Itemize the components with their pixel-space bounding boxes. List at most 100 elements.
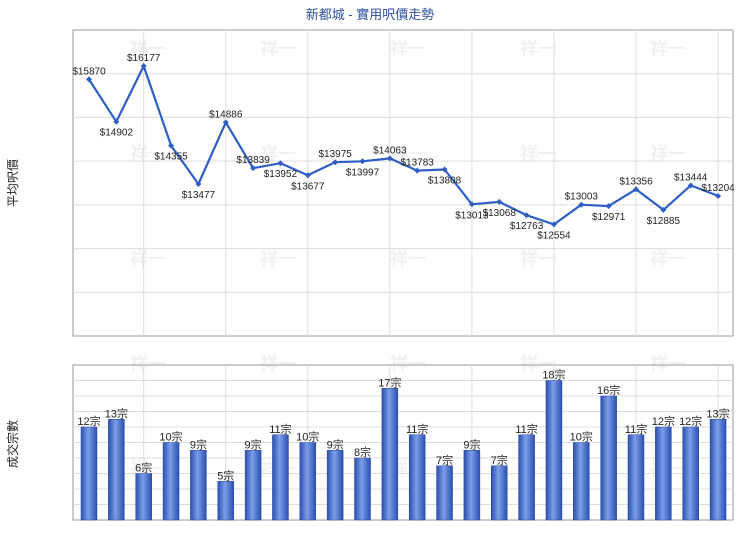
bar-layer	[80, 380, 727, 521]
count-bar-label: 13宗	[706, 406, 729, 420]
watermark-text: 祥一	[520, 143, 556, 164]
count-bar-label: 10宗	[159, 430, 182, 444]
count-bar-label: 10宗	[570, 430, 593, 444]
count-bar	[518, 434, 535, 521]
count-bar	[600, 395, 617, 521]
price-point	[715, 192, 722, 199]
price-data-label: $16177	[127, 53, 161, 64]
watermark-text: 祥一	[260, 353, 296, 374]
price-data-label: $13444	[674, 172, 708, 183]
watermark-text: 祥一	[130, 248, 166, 269]
watermark-text: 祥一	[650, 248, 686, 269]
price-point	[550, 221, 557, 228]
count-bar	[272, 434, 289, 521]
count-bar-label: 12宗	[679, 414, 702, 428]
price-data-label: $14063	[373, 145, 407, 156]
count-bar	[682, 426, 699, 521]
price-data-label: $13952	[264, 169, 298, 180]
price-point	[332, 159, 339, 166]
price-point	[468, 201, 475, 208]
watermark-text: 祥一	[650, 38, 686, 59]
count-bar-label: 6宗	[135, 461, 152, 475]
count-bar	[573, 442, 590, 521]
count-bar-label: 9宗	[245, 437, 262, 451]
count-bar	[326, 450, 344, 521]
price-point	[605, 203, 612, 210]
count-bar	[135, 473, 152, 521]
count-bar-label: 17宗	[378, 375, 401, 389]
price-point	[277, 160, 284, 167]
price-point	[222, 119, 229, 126]
price-data-label: $13003	[565, 192, 599, 203]
count-bar-label: 18宗	[542, 368, 565, 382]
price-data-label: $13013	[455, 210, 489, 221]
count-bar-label: 8宗	[354, 445, 371, 459]
price-point	[633, 186, 639, 193]
count-bar-label: 16宗	[597, 383, 620, 397]
count-bar	[299, 442, 317, 521]
count-bar-label: 9宗	[190, 437, 207, 451]
watermark-text: 祥一	[260, 248, 296, 269]
price-point	[660, 206, 667, 213]
count-bar	[190, 450, 207, 521]
count-bar-label: 12宗	[77, 414, 100, 428]
price-plot-frame	[72, 29, 734, 337]
count-bar	[491, 465, 508, 521]
watermark-text: 祥一	[130, 353, 166, 374]
watermark-text: 祥一	[390, 38, 426, 59]
count-bar-label: 11宗	[269, 422, 291, 436]
price-data-label: $12885	[647, 216, 681, 227]
label-layer: 12宗 13宗 6宗 10宗 9宗 5宗 9宗 11宗 10宗 9宗 8宗 17宗 11宗 7宗 9宗 7宗 1…	[72, 53, 735, 482]
watermark-text: 祥一	[520, 248, 556, 269]
price-data-label: $13068	[483, 208, 517, 219]
count-bar-label: 11宗	[406, 422, 428, 436]
price-data-label: $13839	[236, 155, 270, 166]
count-bar-label: 5宗	[217, 468, 234, 482]
price-data-label: $12971	[592, 212, 626, 223]
price-point	[140, 62, 147, 69]
count-bar-label: 12宗	[652, 414, 675, 428]
count-bar	[108, 419, 125, 521]
count-bar	[463, 450, 481, 521]
watermark-text: 祥一	[260, 38, 296, 59]
price-point	[86, 76, 92, 83]
price-data-label: $13997	[346, 167, 380, 178]
count-bar	[162, 442, 180, 521]
price-data-label: $15870	[72, 66, 106, 77]
price-point	[195, 181, 202, 188]
count-bar-label: 10宗	[296, 430, 319, 444]
count-bar	[627, 434, 645, 521]
count-bar	[244, 450, 262, 521]
price-data-label: $12554	[537, 230, 571, 241]
count-bar	[408, 434, 426, 521]
price-point	[168, 142, 175, 149]
watermark-text: 祥一	[260, 143, 296, 164]
count-bar-label: 7宗	[491, 453, 508, 467]
price-axis-label: 平均呎價	[6, 159, 20, 207]
price-data-label: $14902	[100, 128, 134, 139]
price-data-label: $13975	[318, 149, 352, 160]
count-bar	[217, 481, 234, 521]
count-bar-label: 11宗	[625, 422, 647, 436]
price-point	[304, 172, 311, 179]
count-axis-label: 成交宗數	[5, 420, 20, 468]
price-point	[578, 201, 585, 208]
price-data-label: $14355	[154, 152, 188, 163]
count-bar	[354, 457, 371, 521]
count-bar-label: 9宗	[327, 437, 344, 451]
price-point	[359, 158, 366, 165]
watermark-text: 祥一	[650, 353, 686, 374]
watermark-text: 祥一	[650, 143, 686, 164]
price-point	[414, 167, 421, 174]
watermark-text: 祥一	[520, 38, 556, 59]
price-point	[687, 182, 694, 189]
price-point	[523, 212, 530, 219]
price-data-label: $12763	[510, 221, 544, 232]
price-data-label: $14886	[209, 109, 243, 120]
count-bar-label: 13宗	[105, 406, 128, 420]
count-bar-label: 9宗	[463, 437, 480, 451]
grid-layer	[72, 29, 734, 521]
price-data-label: $13677	[291, 181, 325, 192]
chart-title: 新都城 - 實用呎價走勢	[306, 7, 435, 22]
